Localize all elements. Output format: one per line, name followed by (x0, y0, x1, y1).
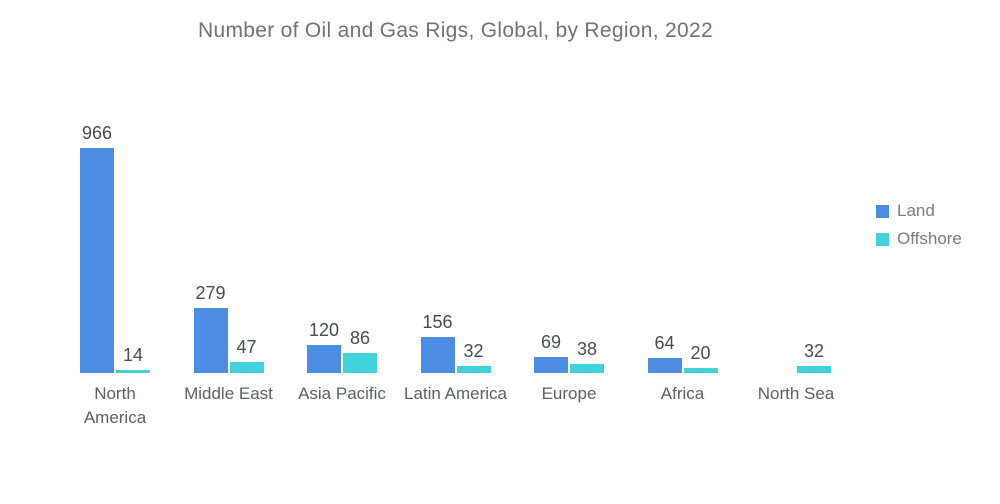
legend-label-offshore: Offshore (897, 229, 962, 248)
value-label-offshore-latin-america: 32 (463, 341, 484, 361)
legend: Land Offshore (876, 201, 962, 260)
value-label-land-europe: 69 (540, 332, 562, 352)
legend-item-offshore: Offshore (876, 229, 962, 248)
category-label-north-sea: North Sea (757, 384, 835, 403)
bar-offshore-middle-east (229, 362, 264, 373)
bar-offshore-asia-pacific (343, 353, 377, 373)
legend-label-land: Land (897, 201, 935, 220)
legend-item-land: Land (876, 201, 962, 220)
bar-offshore-north-sea (797, 366, 831, 373)
bar-offshore-europe (570, 364, 604, 373)
bar-land-europe (534, 357, 568, 373)
value-label-offshore-north-america: 14 (122, 345, 144, 365)
value-label-land-asia-pacific: 120 (308, 320, 340, 340)
bar-land-asia-pacific (307, 345, 341, 373)
value-label-offshore-africa: 20 (690, 343, 711, 363)
bar-offshore-africa (683, 368, 718, 373)
value-label-land-latin-america: 156 (422, 312, 453, 332)
category-label-latin-america: Latin America (404, 384, 507, 403)
value-label-offshore-middle-east: 47 (236, 337, 257, 357)
value-label-offshore-north-sea: 32 (803, 341, 825, 361)
bar-land-north-america (80, 148, 114, 373)
bar-land-latin-america (420, 337, 455, 373)
bar-offshore-latin-america (456, 366, 491, 373)
category-label-africa: Africa (660, 384, 705, 403)
legend-swatch-icon-land (876, 204, 889, 218)
bar-land-africa (647, 358, 682, 373)
bar-land-middle-east (193, 308, 228, 373)
value-label-offshore-asia-pacific: 86 (349, 328, 371, 348)
value-label-land-middle-east: 279 (195, 283, 226, 303)
category-label-europe: Europe (541, 384, 597, 403)
category-label-middle-east: Middle East (184, 384, 273, 403)
bar-offshore-north-america (116, 370, 150, 373)
value-label-land-africa: 64 (654, 333, 675, 353)
legend-swatch-icon-offshore (876, 232, 889, 246)
category-label-asia-pacific: Asia Pacific (298, 384, 386, 403)
value-label-land-north-america: 966 (81, 123, 113, 143)
chart-title: Number of Oil and Gas Rigs, Global, by R… (198, 19, 713, 42)
value-label-offshore-europe: 38 (576, 339, 598, 359)
category-label-north-america: North America (83, 384, 147, 427)
